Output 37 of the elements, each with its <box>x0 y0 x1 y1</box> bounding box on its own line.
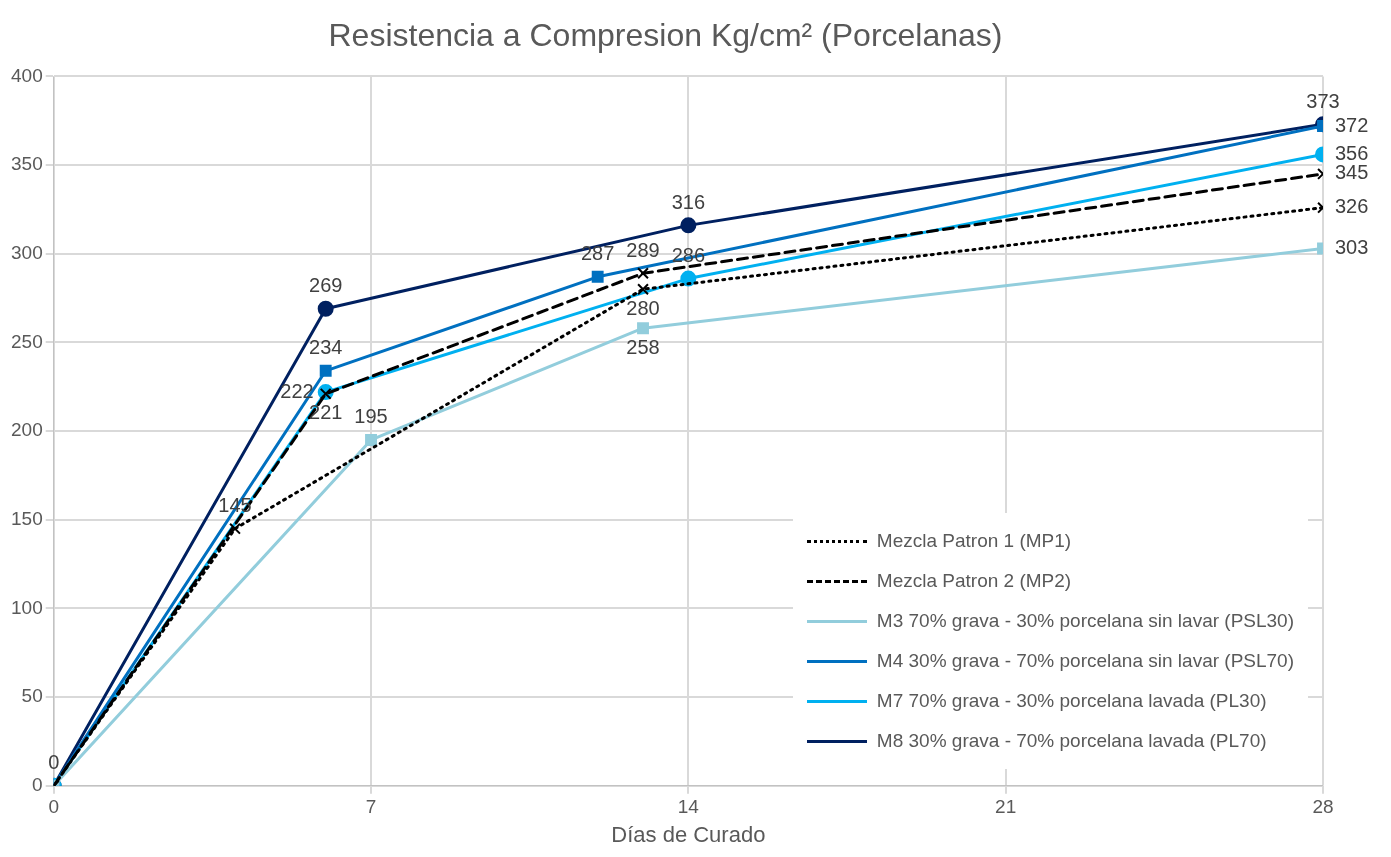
data-label: 316 <box>671 190 706 213</box>
x-axis-title: Días de Curado <box>611 821 766 847</box>
chart-title: Resistencia a Compresion Kg/cm² (Porcelanas) <box>328 17 1003 54</box>
legend-label: Mezcla Patron 1 (MP1) <box>876 530 1072 552</box>
data-label: 195 <box>354 405 388 428</box>
x-tick-label: 21 <box>995 796 1017 818</box>
y-tick-label: 0 <box>32 774 43 796</box>
data-label: 326 <box>1335 195 1369 218</box>
y-tick-label: 250 <box>11 330 43 352</box>
y-tick-label: 150 <box>11 508 43 530</box>
data-label: 280 <box>626 296 660 319</box>
legend-label: M4 30% grava - 70% porcelana sin lavar (PSL70) <box>876 650 1294 672</box>
data-label: 345 <box>1335 161 1369 184</box>
data-label: 234 <box>309 336 343 359</box>
y-tick-label: 400 <box>11 64 43 86</box>
data-label: 269 <box>309 274 343 297</box>
data-label: 287 <box>581 242 615 265</box>
y-tick-label: 300 <box>11 241 43 263</box>
x-tick-label: 0 <box>48 796 59 818</box>
legend-label: Mezcla Patron 2 (MP2) <box>876 570 1072 592</box>
data-label: 258 <box>626 335 660 358</box>
data-label: 303 <box>1335 235 1369 258</box>
data-label: 289 <box>626 238 660 261</box>
legend-label: M7 70% grava - 30% porcelana lavada (PL30) <box>876 690 1267 712</box>
y-tick-label: 50 <box>21 685 43 707</box>
legend-label: M3 70% grava - 30% porcelana sin lavar (PSL30) <box>876 610 1294 632</box>
x-tick-label: 14 <box>677 796 700 818</box>
y-tick-label: 100 <box>11 596 43 618</box>
y-tick-label: 350 <box>11 153 43 175</box>
data-label: 373 <box>1306 89 1340 112</box>
legend-label: M8 30% grava - 70% porcelana lavada (PL70) <box>876 730 1267 752</box>
y-tick-label: 200 <box>11 419 43 441</box>
x-tick-label: 7 <box>365 796 377 818</box>
data-label: 0 <box>48 751 60 774</box>
x-tick-label: 28 <box>1312 796 1334 818</box>
data-label: 372 <box>1335 113 1369 136</box>
data-label: 356 <box>1335 141 1369 164</box>
